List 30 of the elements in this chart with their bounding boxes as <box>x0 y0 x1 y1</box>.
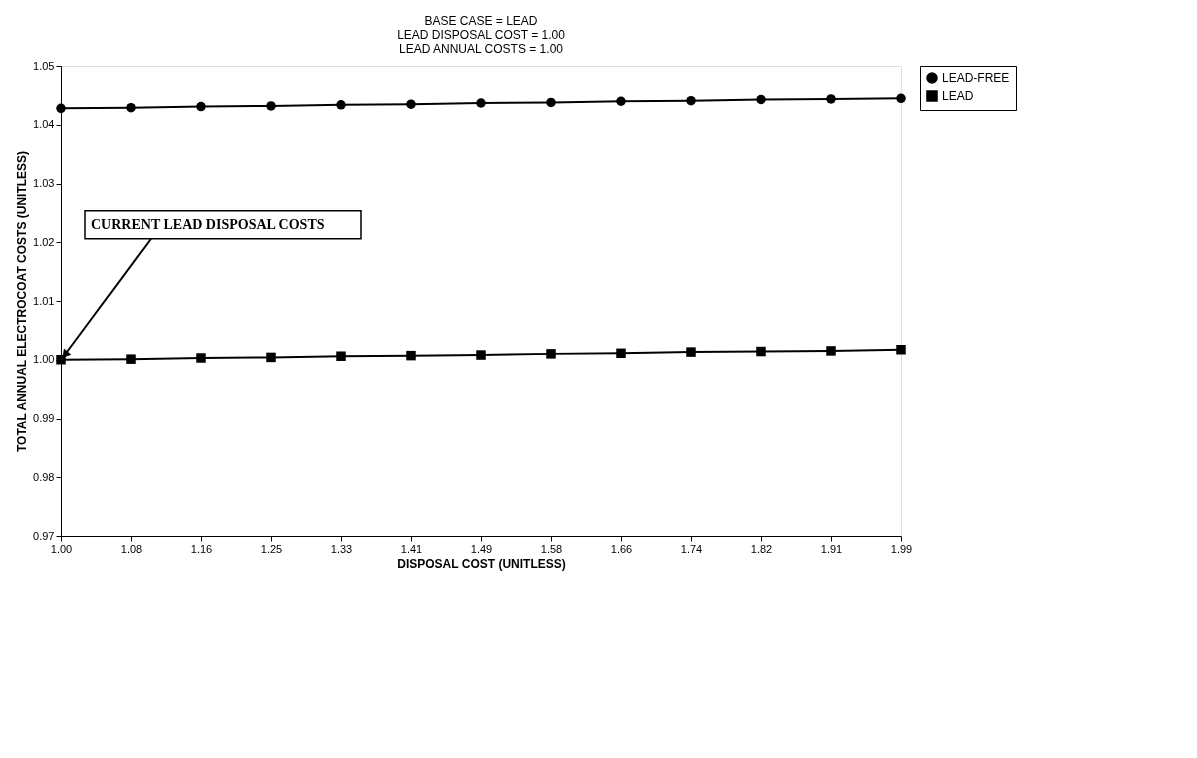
x-tick-label: 1.25 <box>260 542 283 555</box>
y-tick-label: 0.98 <box>33 470 55 483</box>
x-axis-title: DISPOSAL COST (UNITLESS) <box>397 556 566 571</box>
x-tick-label: 1.91 <box>820 542 843 555</box>
y-tick-label: 1.00 <box>33 353 55 366</box>
y-tick-label: 1.02 <box>33 235 55 248</box>
text: LEAD DISPOSAL COST = 1.00 <box>397 28 565 42</box>
annotation: CURRENT LEAD DISPOSAL COSTS <box>91 216 325 232</box>
y-tick-label: 1.01 <box>33 294 55 307</box>
legend-label: LEAD-FREE <box>942 71 1010 85</box>
x-tick-label: 1.66 <box>610 542 633 555</box>
y-tick-label: 1.03 <box>33 177 55 189</box>
x-tick-label: 1.82 <box>750 542 773 555</box>
x-tick-label: 1.00 <box>50 542 73 555</box>
x-tick-label: 1.16 <box>190 542 213 555</box>
x-tick-label: 1.41 <box>400 542 423 555</box>
x-tick-label: 1.58 <box>540 542 563 555</box>
text: BASE CASE = LEAD <box>424 14 538 28</box>
y-tick-label: 0.99 <box>33 412 55 424</box>
legend-label: LEAD <box>942 89 974 103</box>
y-tick-label: 0.97 <box>33 529 55 542</box>
text: LEAD ANNUAL COSTS = 1.00 <box>399 42 563 56</box>
x-tick-label: 1.49 <box>470 542 493 555</box>
y-axis-title: TOTAL ANNUAL ELECTROCOAT COSTS (UNITLESS) <box>15 150 30 453</box>
x-tick-label: 1.74 <box>680 542 703 555</box>
x-tick-label: 1.33 <box>330 542 353 555</box>
x-tick-label: 1.08 <box>120 542 143 555</box>
y-tick-label: 1.04 <box>33 118 55 131</box>
y-tick-label: 1.05 <box>33 59 55 72</box>
x-tick-label: 1.99 <box>890 542 913 555</box>
